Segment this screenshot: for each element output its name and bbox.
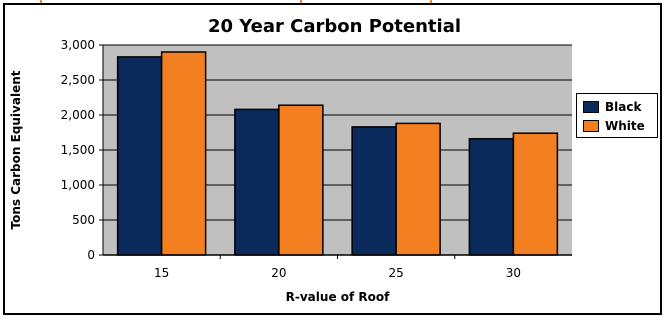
legend-swatch-black: [583, 101, 599, 113]
chart-title: 20 Year Carbon Potential: [207, 16, 462, 37]
x-tick-label: 30: [506, 266, 521, 280]
legend-item-white: White: [583, 118, 645, 134]
y-tick-labels: 0 500 1,000 1,500 2,000 2,500 3,000: [61, 38, 95, 262]
y-tick-label: 0: [87, 248, 95, 262]
bar-white-25: [395, 122, 441, 256]
bar-white-30: [512, 132, 559, 256]
legend-item-black: Black: [583, 99, 641, 115]
bars: [116, 51, 559, 256]
x-tick-label: 20: [271, 266, 286, 280]
y-tick-label: 2,000: [61, 108, 95, 122]
bar-black-20: [234, 108, 280, 256]
x-tick-labels: 15 20 25 30: [154, 266, 521, 280]
y-tick-label: 2,500: [61, 73, 95, 87]
x-axis-label: R-value of Roof: [286, 290, 390, 304]
bar-white-15: [160, 51, 207, 256]
legend-label-white: White: [605, 119, 645, 133]
bar-white-20: [278, 104, 324, 256]
bar-black-15: [116, 56, 163, 256]
y-axis-label: Tons Carbon Equivalent: [9, 70, 23, 229]
bar-black-30: [468, 138, 515, 256]
y-tick-label: 1,500: [61, 143, 95, 157]
legend: Black White: [576, 93, 658, 138]
y-tick-label: 500: [72, 213, 95, 227]
legend-label-black: Black: [605, 100, 642, 114]
x-tick-label: 25: [388, 266, 403, 280]
axes: [99, 44, 572, 259]
bar-black-25: [351, 126, 397, 256]
x-tick-label: 15: [154, 266, 169, 280]
y-tick-label: 1,000: [61, 178, 95, 192]
legend-swatch-white: [583, 120, 599, 132]
y-tick-label: 3,000: [61, 38, 95, 52]
top-accent-marks: [0, 0, 669, 4]
